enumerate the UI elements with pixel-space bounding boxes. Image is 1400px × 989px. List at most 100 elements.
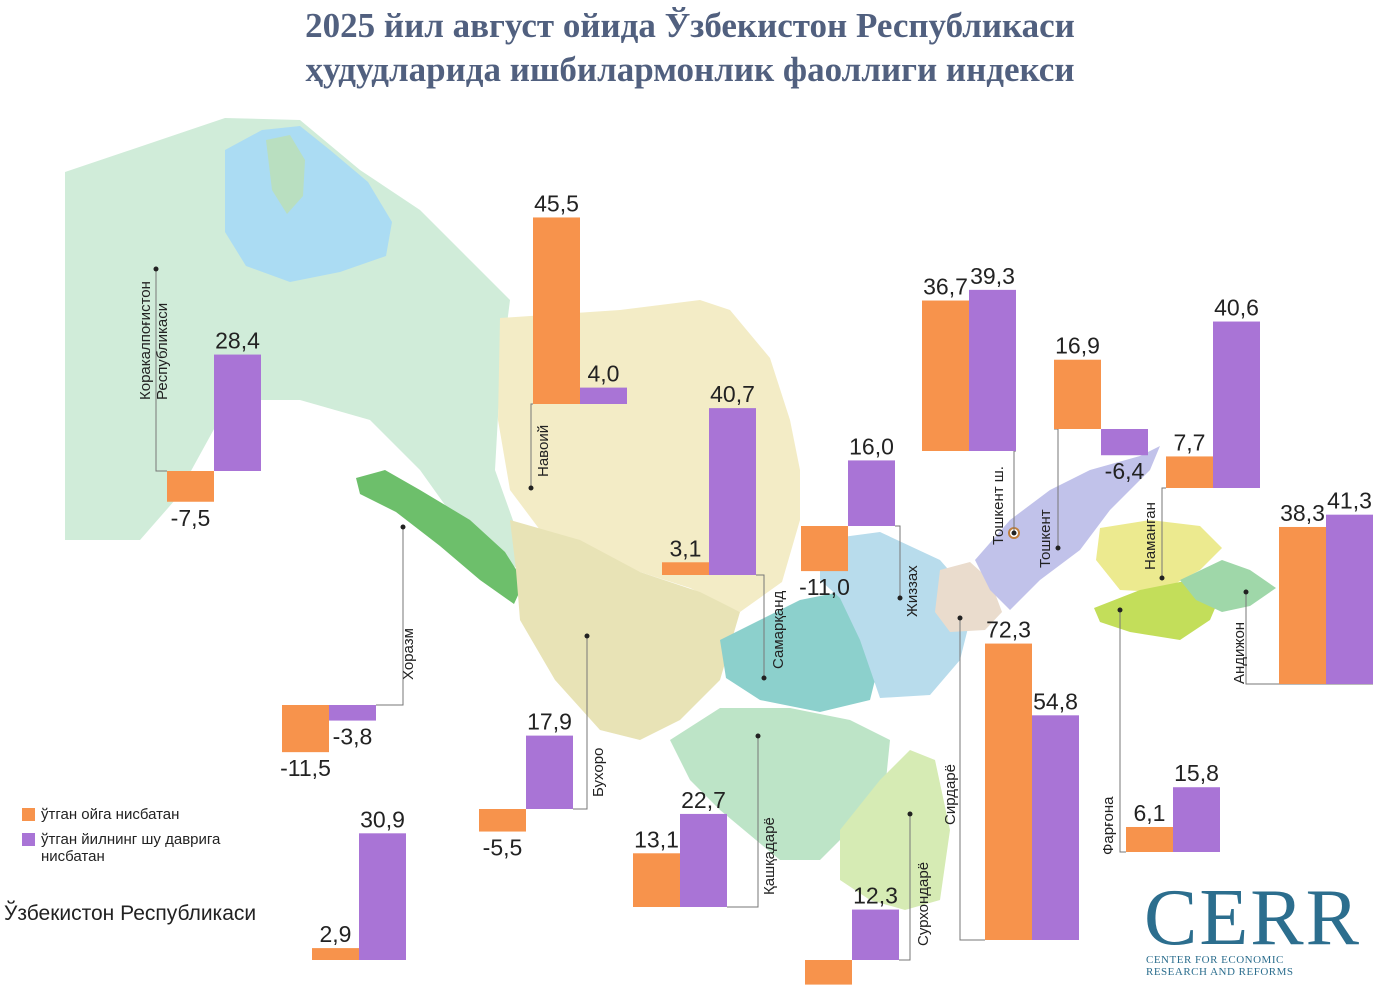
leader-line-navoi — [530, 403, 533, 488]
region-label-line-bukhara-0: Бухоро — [590, 748, 607, 797]
region-shape-jizzakh — [820, 532, 975, 698]
aral-sea — [225, 126, 392, 282]
bar-jizzakh-month — [801, 526, 848, 572]
bar-navoi-year — [580, 387, 627, 404]
bar-tashkent_region-year — [1101, 429, 1148, 456]
region-shape-karakalpakstan — [65, 118, 520, 570]
region-label-line-khorezm-0: Хоразм — [400, 628, 417, 680]
region-label-jizzakh: Жиззах — [904, 565, 921, 617]
region-label-navoi: Навоий — [535, 425, 552, 477]
region-label-line-samarkand-0: Самарқанд — [770, 590, 787, 669]
bar-andijan-year — [1326, 514, 1373, 684]
bar-surkhandarya-month — [805, 960, 852, 985]
region-label-karakalpakstan: КоракалпоғистонРеспубликаси — [137, 281, 171, 400]
bar-groups: -7,5 28,4 -11,5-3,8 45,5 4,0 -5,5 17,9 3,1 40,7 -… — [167, 190, 1373, 989]
value-label-jizzakh-month: -11,0 — [799, 574, 850, 600]
value-label-surkhandarya-year: 12,3 — [853, 883, 898, 909]
region-label-line-kashkadarya-0: Қашқадарё — [761, 817, 778, 895]
value-label-bukhara-month: -5,5 — [483, 835, 523, 861]
value-label-tashkent_region-month: 16,9 — [1055, 333, 1100, 359]
region-label-line-andijan-0: Андижон — [1231, 622, 1248, 684]
region-dot-jizzakh — [897, 595, 903, 601]
region-label-bukhara: Бухоро — [590, 748, 607, 797]
value-label-namangan-year: 40,6 — [1214, 295, 1259, 321]
leader-lines: КоракалпоғистонРеспубликаси Хоразм Навоий Б… — [137, 266, 1373, 961]
value-label-samarkand-month: 3,1 — [670, 535, 702, 561]
legend-item-year: ўтган йилнинг шу даврига нисбатан — [22, 831, 241, 865]
title-line-2: ҳудудларида ишбилармонлик фаоллиги индек… — [305, 50, 1075, 89]
region-shape-fergana — [1094, 580, 1222, 640]
bar-uzbekistan-year — [359, 833, 406, 960]
legend: ўтган ойга нисбатан ўтган йилнинг шу дав… — [22, 806, 241, 873]
value-label-tashkent_city-month: 36,7 — [923, 274, 968, 300]
region-label-namangan: Наманган — [1142, 502, 1159, 570]
region-label-line-tashkent_city-0: Тошкент ш. — [990, 466, 1007, 545]
region-label-line-fergana-0: Фарғона — [1100, 796, 1117, 855]
legend-label-year: ўтган йилнинг шу даврига нисбатан — [41, 831, 221, 865]
bar-kashkadarya-month — [633, 853, 680, 907]
national-label: Ўзбекистон Республикаси — [4, 902, 257, 925]
bar-syrdarya-year — [1032, 715, 1079, 940]
bar-bukhara-month — [479, 809, 526, 832]
value-label-fergana-month: 6,1 — [1134, 800, 1166, 826]
bar-surkhandarya-year — [852, 909, 899, 960]
region-label-line-karakalpakstan-1: Республикаси — [154, 303, 171, 400]
value-label-namangan-month: 7,7 — [1174, 429, 1206, 455]
legend-swatch-year — [22, 833, 35, 846]
bar-karakalpakstan-month — [167, 471, 214, 502]
value-label-khorezm-year: -3,8 — [333, 724, 373, 750]
bar-andijan-month — [1279, 526, 1326, 684]
region-label-line-jizzakh-0: Жиззах — [904, 565, 921, 617]
region-shape-bukhara — [510, 520, 740, 740]
bar-bukhara-year — [526, 735, 573, 809]
leader-line-jizzakh — [895, 525, 901, 598]
leader-line-fergana — [1119, 610, 1126, 853]
bar-namangan-year — [1213, 321, 1260, 488]
region-shapes — [65, 118, 1276, 910]
region-dot-samarkand — [761, 675, 767, 681]
bar-samarkand-month — [662, 562, 709, 575]
value-label-kashkadarya-year: 22,7 — [681, 787, 726, 813]
value-label-bukhara-year: 17,9 — [527, 709, 572, 735]
leader-line-karakalpakstan — [155, 269, 167, 472]
value-label-jizzakh-year: 16,0 — [849, 433, 894, 459]
value-label-tashkent_city-year: 39,3 — [970, 263, 1015, 289]
value-label-andijan-year: 41,3 — [1327, 488, 1372, 514]
logo-sub-line-2: RESEARCH AND REFORMS — [1146, 966, 1294, 978]
region-dot-syrdarya — [957, 615, 963, 621]
value-label-syrdarya-year: 54,8 — [1033, 688, 1078, 714]
region-dot-surkhandarya — [907, 811, 913, 817]
page-title: 2025 йил август ойида Ўзбекистон Республ… — [0, 4, 1380, 92]
value-label-tashkent_region-year: -6,4 — [1105, 458, 1145, 484]
region-dot-andijan — [1243, 589, 1249, 595]
bar-tashkent_city-year — [969, 289, 1016, 451]
value-label-kashkadarya-month: 13,1 — [634, 826, 679, 852]
bar-kashkadarya-year — [680, 813, 727, 907]
value-label-uzbekistan-year: 30,9 — [360, 806, 405, 832]
legend-swatch-month — [22, 808, 35, 821]
region-label-line-namangan-0: Наманган — [1142, 502, 1159, 570]
value-label-andijan-month: 38,3 — [1280, 500, 1325, 526]
region-shape-surkhandarya — [840, 750, 950, 910]
leader-line-khorezm — [376, 527, 404, 706]
region-shape-tashkent-region — [975, 446, 1160, 610]
bar-tashkent_city-month — [922, 300, 969, 451]
region-label-surkhandarya: Сурхондарё — [915, 862, 932, 946]
bar-karakalpakstan-year — [214, 354, 261, 471]
bar-khorezm-month — [282, 705, 329, 753]
region-shape-khorezm — [356, 470, 524, 604]
region-label-fergana: Фарғона — [1100, 796, 1117, 855]
region-shape-kashkadarya — [670, 708, 890, 860]
region-label-line-karakalpakstan-0: Коракалпоғистон — [137, 281, 154, 400]
aral-sea-island — [266, 135, 305, 214]
region-shape-namangan — [1096, 520, 1222, 592]
logo-main-text: CERR — [1144, 874, 1361, 962]
bar-fergana-month — [1126, 826, 1173, 852]
leader-line-samarkand — [756, 574, 765, 678]
region-label-tashkent_region: Тошкент — [1037, 509, 1054, 568]
bar-jizzakh-year — [848, 460, 895, 526]
region-label-line-tashkent_region-0: Тошкент — [1037, 509, 1054, 568]
region-dot-navoi — [528, 485, 534, 491]
value-label-fergana-year: 15,8 — [1174, 760, 1219, 786]
